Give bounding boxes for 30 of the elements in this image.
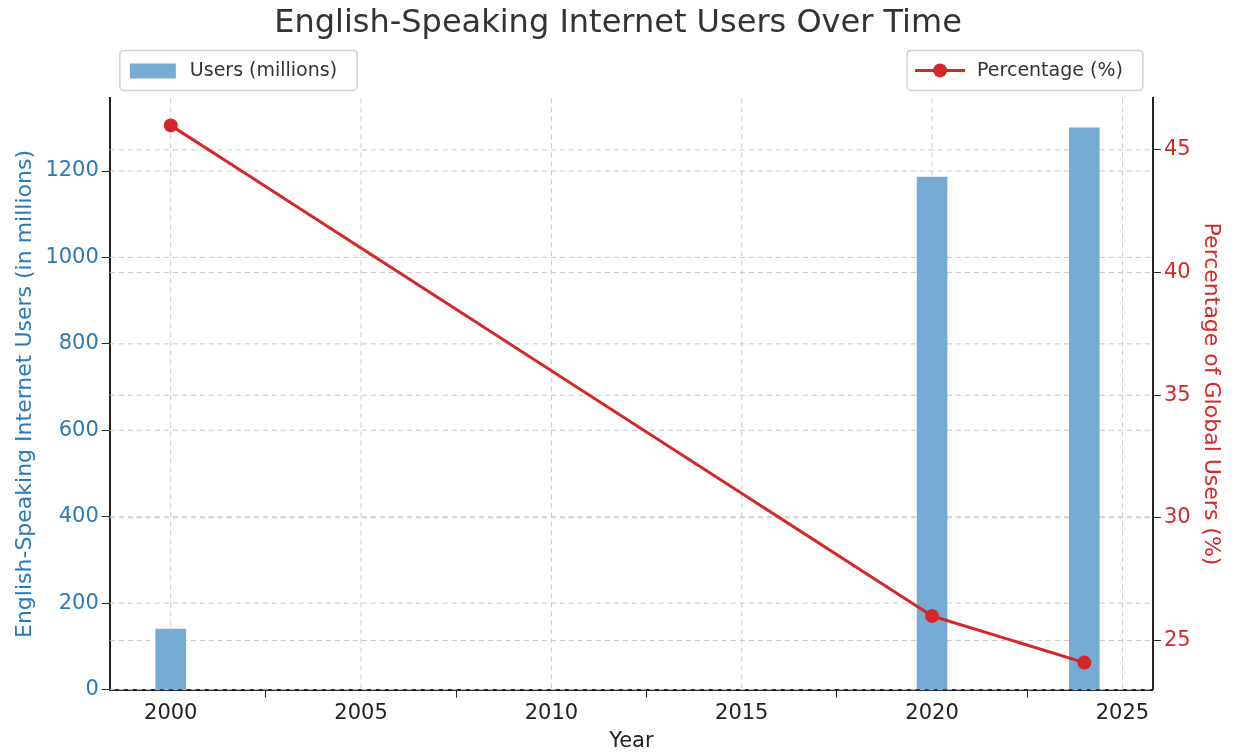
y-tick-label: 0 [85, 676, 99, 701]
legend-label: Users (millions) [189, 58, 338, 81]
point [163, 118, 178, 133]
y-tick-label: 600 [58, 416, 99, 441]
y-tick-label: 200 [58, 589, 99, 614]
x-tick-label: 2025 [1095, 699, 1150, 724]
y2-axis-title: Percentage of Global Users (%) [1200, 222, 1226, 566]
y2-tick-label: 40 [1163, 259, 1191, 284]
x-tick-label: 2010 [524, 699, 579, 724]
x-tick-label: 2005 [334, 699, 388, 724]
y2-tick-label: 35 [1163, 381, 1191, 406]
x-tick-label: 2000 [144, 699, 198, 724]
x-tick-label: 2020 [905, 699, 959, 724]
bar [1069, 127, 1100, 690]
point [925, 609, 940, 624]
y2-tick-label: 45 [1163, 136, 1191, 161]
y-axis-title: English-Speaking Internet Users (in millions) [10, 150, 36, 638]
y-tick-label: 800 [58, 330, 99, 355]
chart-title: English-Speaking Internet Users Over Time [274, 1, 962, 40]
x-tick-label: 2015 [715, 699, 769, 724]
y2-tick-label: 30 [1163, 504, 1191, 529]
x-axis-title: Year [608, 727, 654, 752]
bar [155, 628, 187, 690]
legend-label: Percentage (%) [977, 58, 1123, 81]
y-tick-label: 1200 [45, 157, 99, 182]
y2-tick-label: 25 [1163, 626, 1191, 651]
y-tick-label: 1000 [45, 243, 99, 268]
y-tick-label: 400 [58, 503, 99, 528]
bar [916, 176, 948, 690]
point [1077, 655, 1092, 670]
